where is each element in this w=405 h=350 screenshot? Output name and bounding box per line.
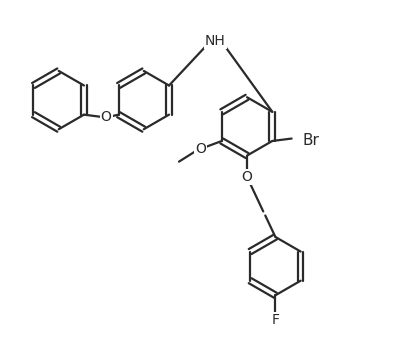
Text: O: O <box>242 170 252 184</box>
Text: NH: NH <box>205 34 226 48</box>
Text: O: O <box>101 111 111 125</box>
Text: F: F <box>271 313 279 327</box>
Text: Br: Br <box>303 133 320 148</box>
Text: O: O <box>195 142 206 156</box>
